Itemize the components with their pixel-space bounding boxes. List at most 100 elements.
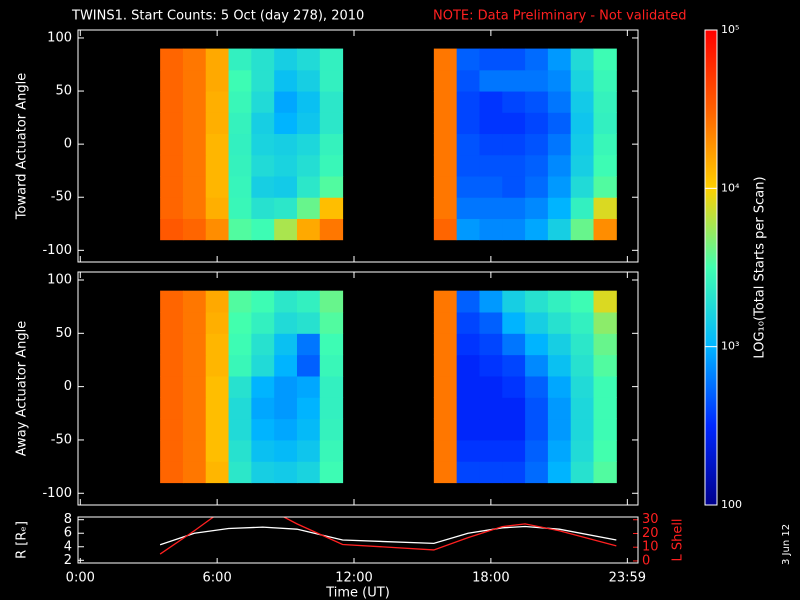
heatmap-cell bbox=[456, 461, 480, 484]
y-tick-label: 50 bbox=[55, 326, 72, 341]
heatmap-cell bbox=[274, 154, 298, 177]
heatmap-cell bbox=[525, 48, 549, 71]
heatmap-cell bbox=[274, 290, 298, 313]
heatmap-cell bbox=[593, 154, 617, 177]
line-series bbox=[159, 517, 617, 555]
heatmap-cell bbox=[433, 311, 458, 334]
heatmap-cell bbox=[570, 218, 595, 241]
heatmap-cell bbox=[228, 133, 252, 156]
heatmap-cell bbox=[319, 175, 344, 198]
y2-tick-label: 30 bbox=[642, 512, 659, 527]
heatmap-cell bbox=[160, 461, 184, 484]
heatmap-cell bbox=[228, 154, 252, 177]
heatmap-cell bbox=[456, 397, 480, 420]
heatmap-cell bbox=[570, 461, 595, 484]
heatmap-cell bbox=[251, 91, 275, 113]
line-series bbox=[159, 525, 617, 546]
heatmap-cell bbox=[182, 311, 207, 334]
heatmap-cell bbox=[205, 290, 230, 313]
heatmap-cell bbox=[205, 439, 230, 462]
heatmap-cell bbox=[456, 48, 480, 71]
heatmap-cell bbox=[274, 48, 298, 71]
heatmap-cell bbox=[525, 397, 549, 420]
heatmap-cell bbox=[570, 91, 595, 113]
heatmap-cell bbox=[160, 418, 184, 441]
y-tick-label: 8 bbox=[64, 512, 72, 527]
heatmap-cell bbox=[502, 354, 526, 377]
heatmap-cell bbox=[251, 133, 275, 156]
heatmap-cell bbox=[570, 354, 595, 377]
heatmap-cell bbox=[502, 175, 526, 198]
heatmap-cell bbox=[251, 197, 275, 219]
heatmap-cell bbox=[433, 333, 458, 356]
x-tick-label: 12:00 bbox=[335, 571, 372, 586]
heatmap-cell bbox=[160, 375, 184, 398]
heatmap-cell bbox=[251, 461, 275, 484]
heatmap-cell bbox=[319, 333, 344, 356]
heatmap-cell bbox=[570, 197, 595, 219]
y-tick-label: 50 bbox=[55, 84, 72, 99]
heatmap-cell bbox=[433, 112, 458, 135]
heatmap-cell bbox=[319, 290, 344, 313]
heatmap-cell bbox=[274, 418, 298, 441]
heatmap-cell bbox=[205, 311, 230, 334]
heatmap-cell bbox=[160, 69, 184, 92]
heatmap-cell bbox=[160, 154, 184, 177]
heatmap-cell bbox=[547, 311, 572, 334]
heatmap-cell bbox=[182, 290, 207, 313]
heatmap-cell bbox=[479, 154, 503, 177]
y2-tick-label: 10 bbox=[642, 540, 659, 555]
heatmap-cell bbox=[456, 290, 480, 313]
heatmap-cell bbox=[479, 375, 503, 398]
heatmap-cell bbox=[525, 461, 549, 484]
heatmap-cell bbox=[570, 333, 595, 356]
heatmap-cell bbox=[479, 91, 503, 113]
heatmap-cell bbox=[570, 418, 595, 441]
colorbar-tick-label: 10⁴ bbox=[721, 181, 740, 194]
heatmap-cell bbox=[160, 48, 184, 71]
heatmap-cell bbox=[160, 175, 184, 198]
heatmap-cell bbox=[593, 354, 617, 377]
heatmap-cell bbox=[593, 133, 617, 156]
heatmap-cell bbox=[251, 354, 275, 377]
heatmap-cell bbox=[160, 397, 184, 420]
heatmap-cell bbox=[479, 461, 503, 484]
heatmap-cell bbox=[228, 439, 252, 462]
heatmap-cell bbox=[274, 439, 298, 462]
y-tick-label: 100 bbox=[47, 30, 72, 45]
heatmap-cell bbox=[433, 461, 458, 484]
y-axis-title: Away Actuator Angle bbox=[15, 321, 30, 456]
heatmap-cell bbox=[593, 48, 617, 71]
heatmap-cell bbox=[205, 375, 230, 398]
heatmap-cell bbox=[593, 439, 617, 462]
heatmap-cell bbox=[456, 154, 480, 177]
heatmap-cell bbox=[182, 91, 207, 113]
heatmap-cell bbox=[502, 154, 526, 177]
heatmap-cell bbox=[205, 48, 230, 71]
heatmap-cell bbox=[433, 418, 458, 441]
heatmap-cell bbox=[525, 69, 549, 92]
heatmap-cell bbox=[228, 418, 252, 441]
heatmap-cell bbox=[547, 218, 572, 241]
heatmap-cell bbox=[547, 333, 572, 356]
heatmap-cell bbox=[319, 311, 344, 334]
heatmap-cell bbox=[570, 133, 595, 156]
colorbar-title: LOG₁₀(Total Starts per Scan) bbox=[753, 176, 768, 358]
y-axis-title: R [Rₑ] bbox=[15, 521, 30, 559]
heatmap-cell bbox=[479, 175, 503, 198]
heatmap-cell bbox=[251, 154, 275, 177]
colorbar bbox=[704, 29, 718, 506]
heatmap-cell bbox=[228, 354, 252, 377]
heatmap-cell bbox=[319, 154, 344, 177]
heatmap-cell bbox=[228, 290, 252, 313]
y-axis-title: Toward Actuator Angle bbox=[15, 73, 30, 220]
heatmap-cell bbox=[205, 397, 230, 420]
heatmap-cell bbox=[479, 418, 503, 441]
heatmap-cell bbox=[433, 375, 458, 398]
heatmap-cell bbox=[228, 175, 252, 198]
heatmap-cell bbox=[479, 439, 503, 462]
heatmap-cell bbox=[456, 439, 480, 462]
heatmap-cell bbox=[456, 69, 480, 92]
heatmap-cell bbox=[456, 112, 480, 135]
heatmap-cell bbox=[502, 133, 526, 156]
